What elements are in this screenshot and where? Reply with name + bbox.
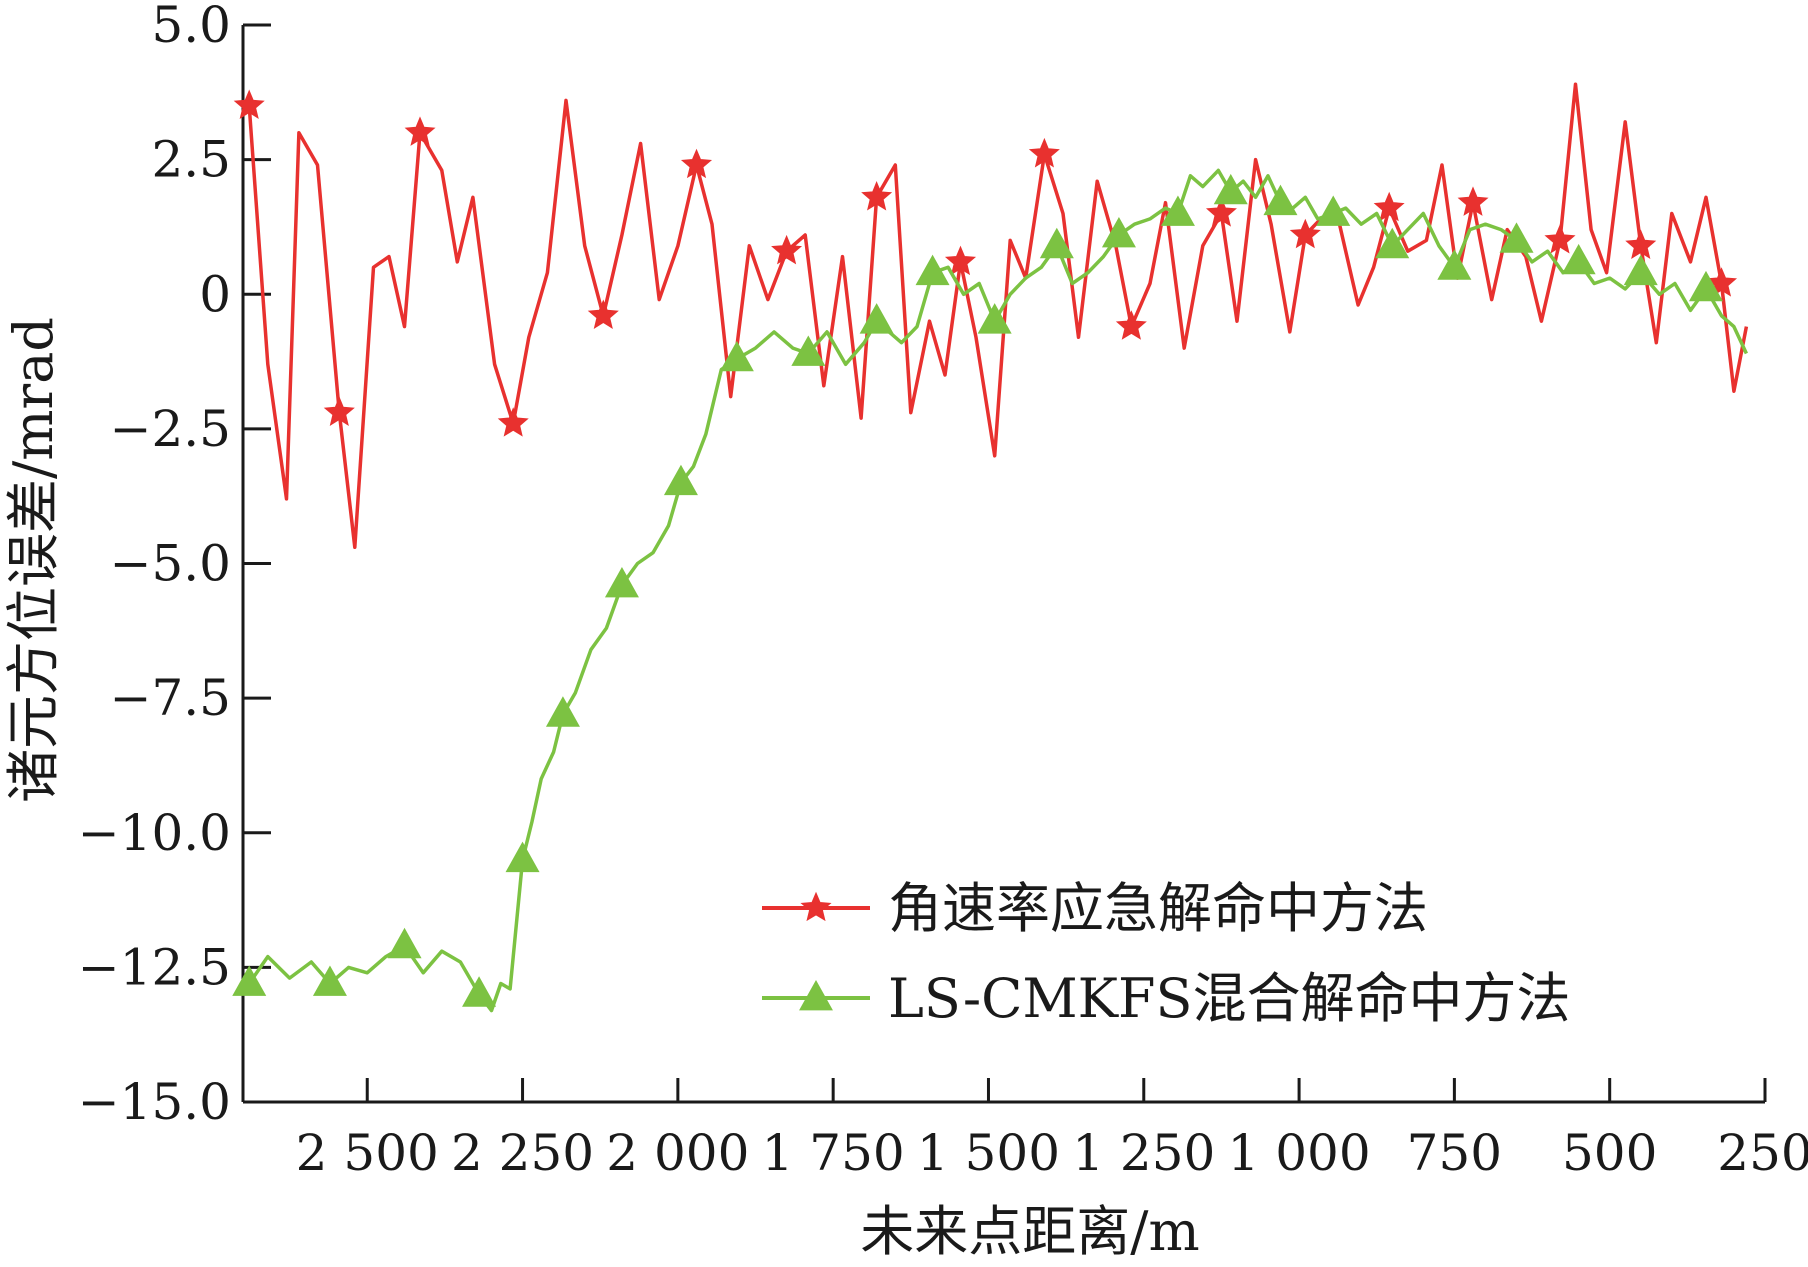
data-point <box>1457 186 1489 216</box>
data-point <box>545 696 580 727</box>
data-point <box>680 148 713 179</box>
data-point <box>977 303 1012 334</box>
data-point <box>587 299 619 329</box>
data-point <box>1316 195 1351 226</box>
data-point <box>859 303 894 334</box>
x-tick-label: 2 500 <box>296 1124 439 1182</box>
data-point <box>663 464 698 496</box>
x-axis-title: 未来点距离/m <box>860 1200 1199 1262</box>
data-point <box>462 976 497 1007</box>
data-point <box>505 841 540 873</box>
y-axis-title: 诸元方位误差/mrad <box>2 317 65 803</box>
data-point <box>1625 229 1657 259</box>
legend-marker <box>800 891 832 922</box>
data-point <box>233 89 265 119</box>
data-point <box>604 567 639 598</box>
data-point <box>1688 270 1723 302</box>
legend-entry: 角速率应急解命中方法 <box>762 877 1428 940</box>
x-tick-label: 1 250 <box>1072 1124 1215 1182</box>
legend-marker <box>799 979 833 1011</box>
data-point <box>1039 227 1074 259</box>
data-point <box>771 234 803 265</box>
y-tick-label: −2.5 <box>110 400 231 458</box>
data-point <box>1205 197 1237 227</box>
data-point <box>1101 216 1136 248</box>
data-point <box>1263 184 1298 216</box>
y-tick-label: −12.5 <box>78 938 231 996</box>
series-2 <box>232 168 1748 1013</box>
x-tick-label: 250 <box>1717 1124 1808 1182</box>
data-point <box>915 254 950 286</box>
legend-entry: LS-CMKFS混合解命中方法 <box>762 967 1571 1030</box>
data-point <box>1561 243 1596 275</box>
data-point <box>312 965 347 996</box>
data-point <box>719 340 754 372</box>
data-point <box>1028 137 1060 168</box>
data-point <box>1623 254 1658 286</box>
y-tick-label: −5.0 <box>110 535 231 593</box>
axes: 5.02.50−2.5−5.0−7.5−10.0−12.5−15.02 500 2… <box>78 0 1808 1182</box>
legend: 角速率应急解命中方法 LS-CMKFS混合解命中方法 <box>762 877 1571 1030</box>
x-tick-label: 1 500 <box>917 1124 1060 1182</box>
legend-label: 角速率应急解命中方法 <box>888 877 1428 940</box>
x-tick-label: 2 250 <box>451 1124 594 1182</box>
data-point <box>1289 218 1321 249</box>
data-point <box>1437 249 1472 280</box>
x-tick-label: 750 <box>1407 1124 1502 1182</box>
data-point <box>1375 227 1410 259</box>
x-tick-label: 1 750 <box>762 1124 905 1182</box>
y-tick-label: −15.0 <box>78 1073 231 1131</box>
data-point <box>323 396 355 426</box>
data-point <box>1115 310 1147 340</box>
data-point <box>1213 173 1248 205</box>
data-point <box>404 116 436 146</box>
data-point <box>387 927 422 959</box>
y-tick-label: 2.5 <box>151 131 231 189</box>
x-tick-label: 500 <box>1562 1124 1657 1182</box>
y-tick-label: −7.5 <box>110 669 231 727</box>
data-point <box>1160 195 1195 226</box>
data-point <box>1373 191 1405 222</box>
data-point <box>791 335 826 366</box>
y-tick-label: 5.0 <box>151 0 231 54</box>
data-point <box>497 407 529 437</box>
y-tick-label: −10.0 <box>78 804 231 862</box>
legend-label: LS-CMKFS混合解命中方法 <box>888 967 1571 1030</box>
y-tick-label: 0 <box>199 265 231 323</box>
x-tick-label: 2 000 <box>606 1124 749 1182</box>
series-line <box>247 168 1748 1013</box>
data-point <box>944 245 977 276</box>
plot-area <box>232 82 1749 1013</box>
data-point <box>1499 222 1534 253</box>
data-point <box>232 965 267 996</box>
data-point <box>1544 224 1576 254</box>
data-point <box>861 180 893 211</box>
x-tick-label: 1 000 <box>1228 1124 1371 1182</box>
